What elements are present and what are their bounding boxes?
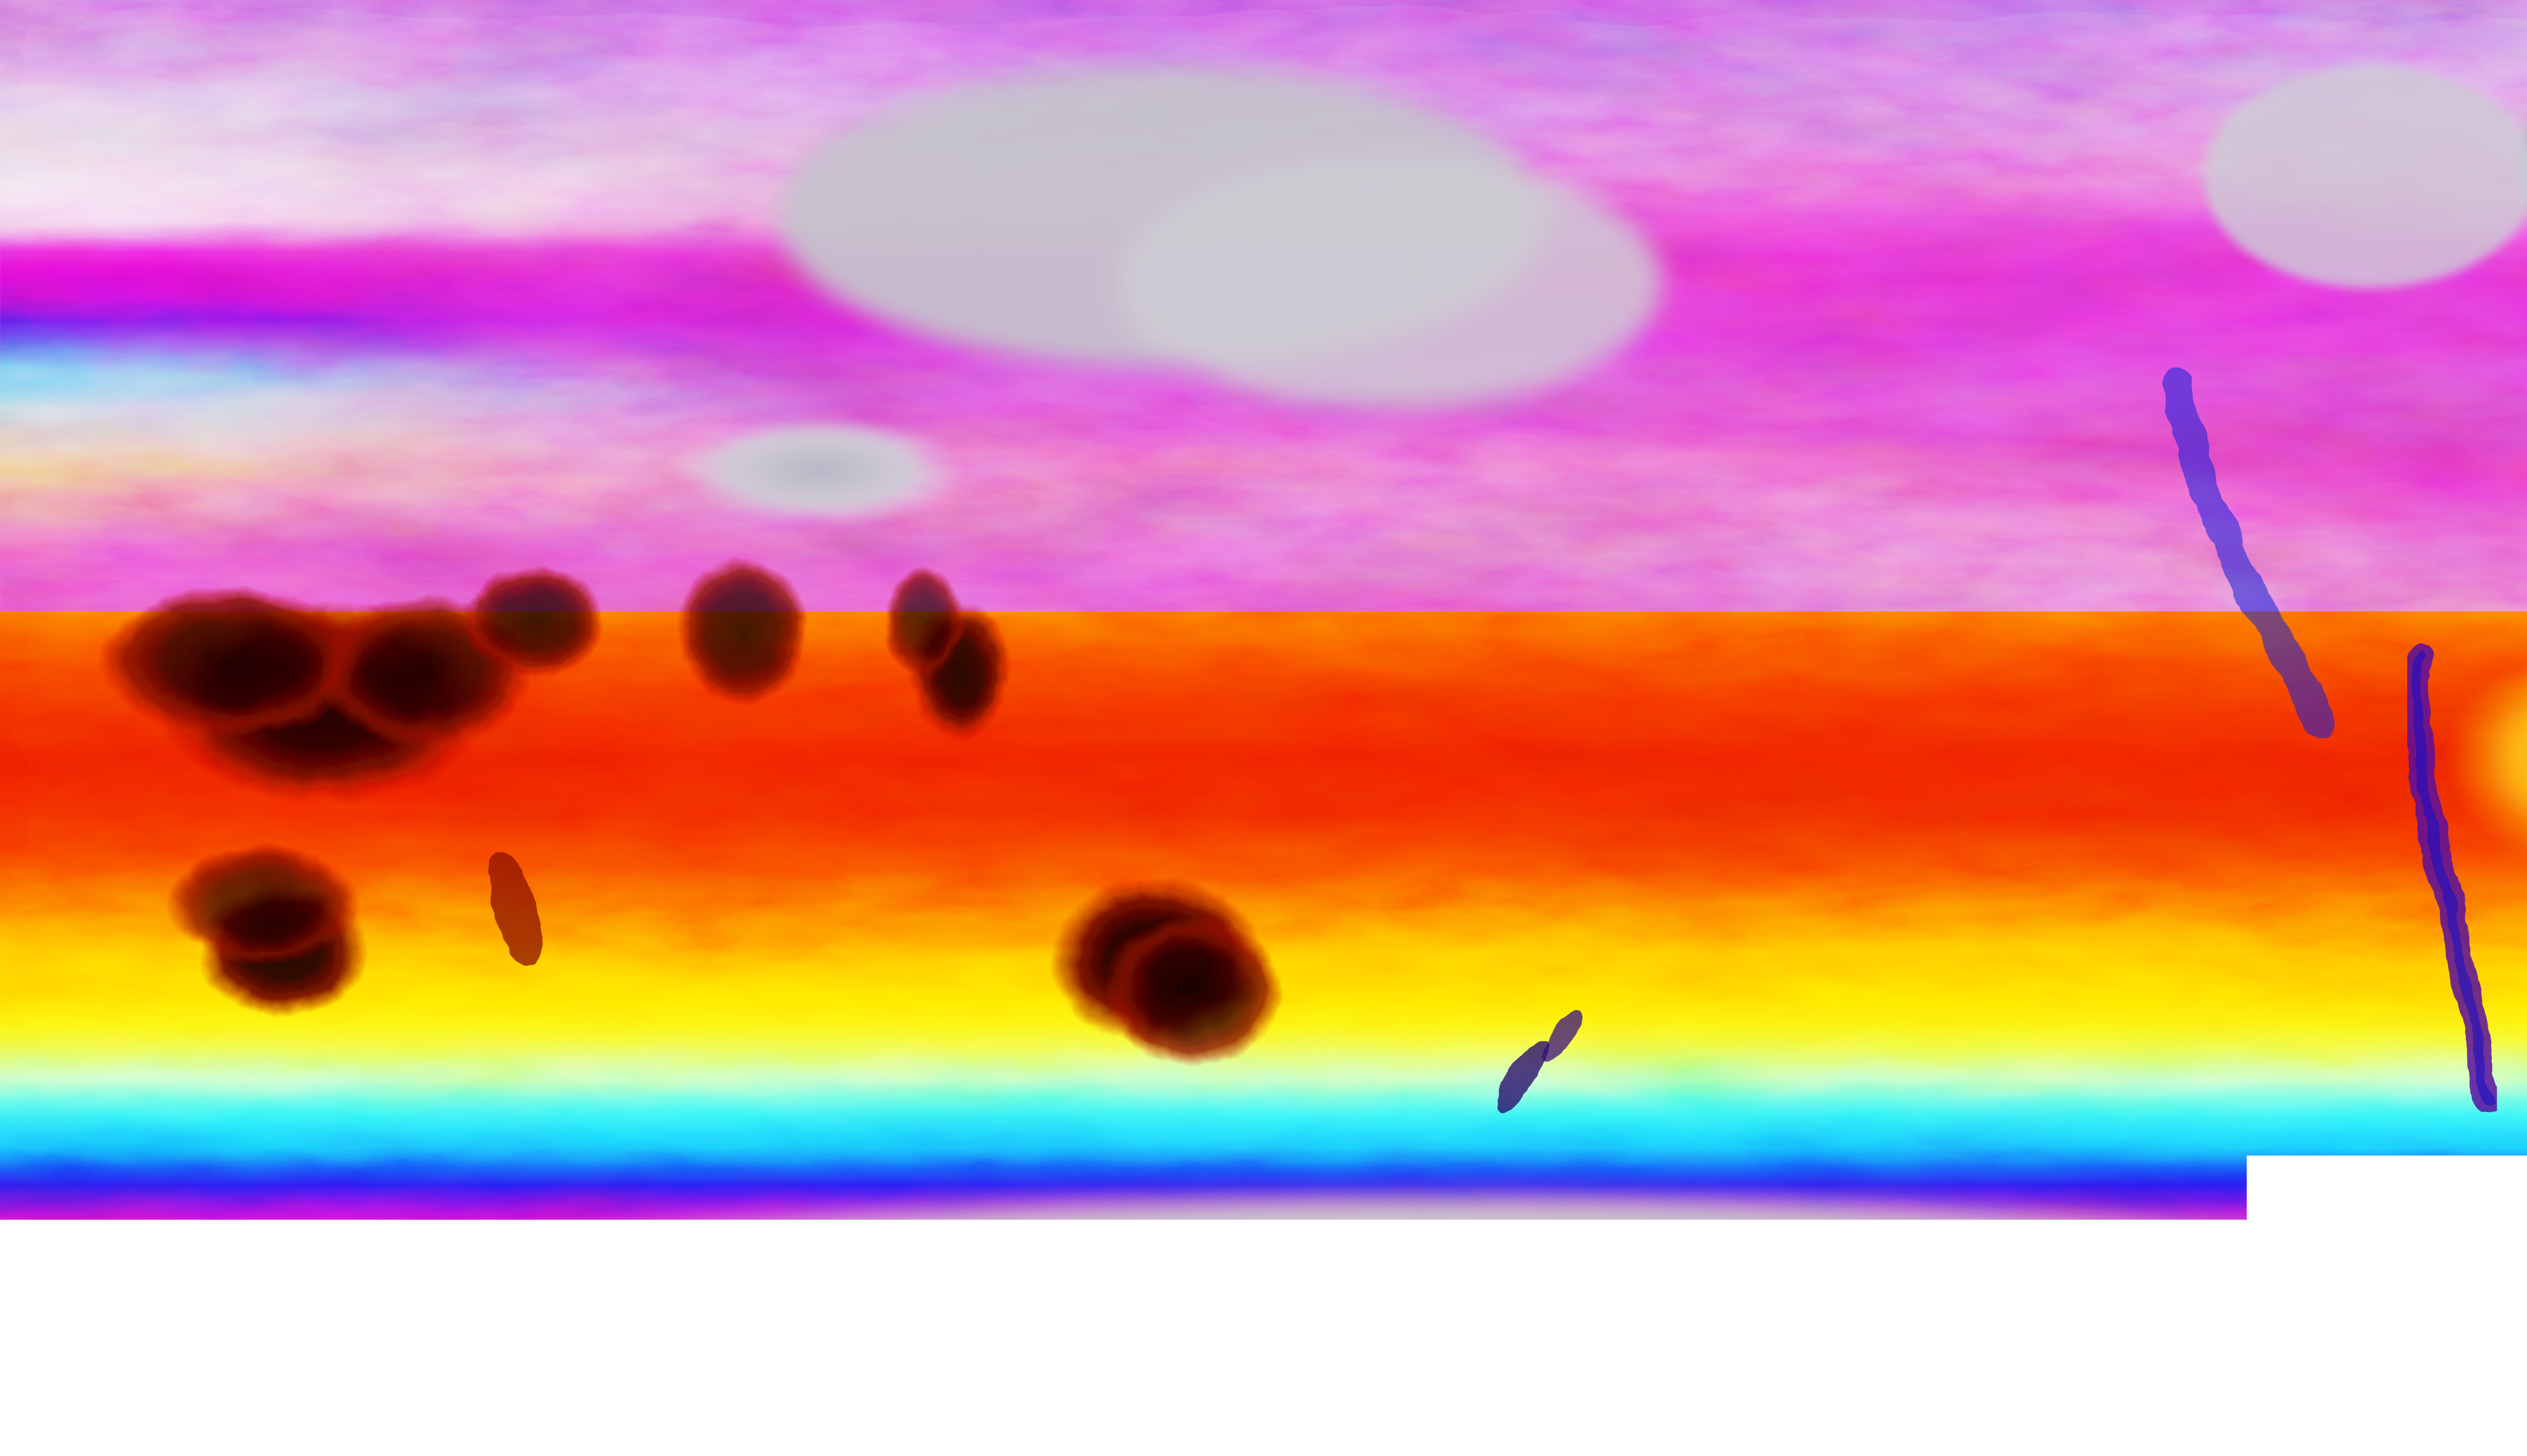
global-temperature-map bbox=[0, 0, 2527, 1456]
vignette-overlay bbox=[0, 0, 2527, 1456]
